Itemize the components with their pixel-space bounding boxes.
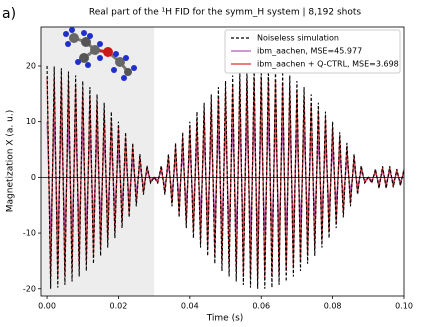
legend-box [224,29,401,74]
y-tick-label: 20 [26,61,36,70]
x-tick-label: 0.00 [38,302,56,311]
x-tick-label: 0.04 [181,302,199,311]
chart-title: Real part of the ¹H FID for the symm_H s… [89,8,361,18]
legend: Noiseless simulation ibm_aachen, MSE=45.9… [224,29,401,74]
y-tick-label: 10 [26,117,36,126]
plot-area: 0.00 0.02 0.04 0.06 0.08 0.10 -20 -10 0 10 20 [23,26,413,311]
legend-label: ibm_aachen, MSE=45.977 [257,47,362,56]
y-tick-label: 0 [31,173,36,182]
y-tick-label: -10 [23,229,36,238]
legend-label: Noiseless simulation [257,34,339,43]
y-tick-label: -20 [23,284,36,293]
molecule-image [63,27,137,81]
x-tick-label: 0.08 [324,302,342,311]
x-tick-label: 0.10 [395,302,413,311]
series-line [46,65,405,289]
plot-frame [40,26,405,297]
panel-label: a) [2,6,16,22]
x-tick-label: 0.06 [252,302,270,311]
legend-label: ibm_aachen + Q-CTRL, MSE=3.698 [257,60,399,69]
x-tick-label: 0.02 [110,302,128,311]
x-axis-label: Time (s) [206,314,244,324]
y-axis-label: Magnetization X (a. u.) [6,110,16,212]
